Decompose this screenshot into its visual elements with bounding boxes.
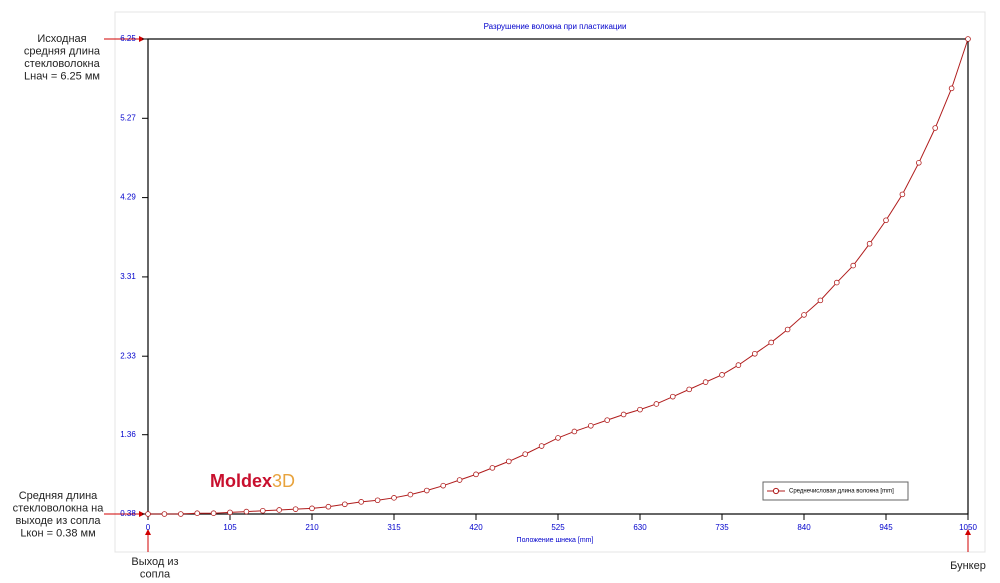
x-tick-label: 1050 [959,523,977,532]
logo-text: Moldex [210,471,272,491]
data-point [850,262,856,269]
chart-title: Разрушение волокна при пластикации [484,22,627,31]
arrows [104,36,971,552]
data-point [358,499,365,505]
data-point [325,503,332,510]
data-point [702,379,709,385]
data-point [571,428,578,435]
data-point [620,411,627,418]
x-tick-label: 840 [797,523,811,532]
data-point [751,350,758,357]
data-point [817,297,824,304]
x-tick-label: 315 [387,523,401,532]
x-axis-label: Положение шнека [mm] [517,537,594,544]
annotation: средняя длина [24,45,101,57]
data-point [178,511,184,517]
data-point [210,510,217,516]
data-point [341,501,348,508]
data-point [374,497,381,504]
data-point [292,506,299,512]
annotation: Lкон = 0.38 мм [20,527,95,539]
y-tick-label: 2.33 [120,351,136,360]
data-point [259,507,266,514]
data-point [948,85,955,92]
data-point [784,326,791,333]
x-tick-label: 735 [715,523,729,532]
x-tick-label: 210 [305,523,319,532]
data-point [505,458,512,465]
data-point [489,465,496,471]
x-tick-label: 525 [551,523,565,532]
data-point [899,191,906,198]
data-point [276,507,283,513]
x-tick-label: 945 [879,523,893,532]
legend-marker [772,487,780,495]
data-point [194,510,201,516]
data-point [768,339,774,346]
logo-text: 3D [272,471,295,491]
data-point [669,393,676,400]
x-tick-label: 630 [633,523,647,532]
plot-area [147,38,969,515]
y-tick-label: 0.38 [120,509,136,518]
legend-label: Среднечисловая длина волокна [mm] [789,489,894,495]
data-point [538,443,545,449]
data-point [555,435,561,441]
data-point [440,482,447,489]
x-tick-label: 105 [223,523,237,532]
annotation: выходе из сопла [15,515,101,527]
data-point [915,160,922,166]
data-point [604,417,610,423]
data-point [587,422,594,429]
annotation: Исходная [37,33,86,45]
data-point [932,125,938,131]
data-point [866,240,873,247]
data-point [522,451,528,457]
data-point [456,477,463,483]
data-point [653,401,660,407]
annotation: стекловолокна [24,58,100,70]
data-point [801,312,807,318]
data-point [735,362,742,368]
data-point [407,491,414,498]
legend [762,481,909,501]
data-point [883,217,889,224]
data-point [423,487,430,494]
y-tick-label: 3.31 [120,272,136,281]
data-point [161,511,168,517]
x-tick-label: 0 [146,523,151,532]
y-tick-label: 6.25 [120,34,136,43]
data-point [309,505,315,512]
annotation: стекловолокна на [13,502,105,514]
annotation: сопла [140,568,171,580]
y-tick-label: 5.27 [120,113,136,122]
data-point [833,279,840,286]
y-tick-label: 1.36 [120,430,136,439]
data-point [686,386,692,393]
logo: Moldex3D [210,471,295,491]
annotation: Средняя длина [19,490,98,502]
annotation: Lнач = 6.25 мм [24,70,100,82]
data-point [145,511,151,517]
annotation: Выход из [131,556,178,568]
y-tick-label: 4.29 [120,193,136,202]
data-point [473,471,479,478]
data-point [391,495,397,501]
data-point [719,372,725,378]
x-tick-label: 420 [469,523,483,532]
data-point [965,36,971,42]
annotation: Бункер [950,560,986,572]
data-point [243,508,250,515]
data-point [637,406,643,413]
data-point [227,509,233,516]
